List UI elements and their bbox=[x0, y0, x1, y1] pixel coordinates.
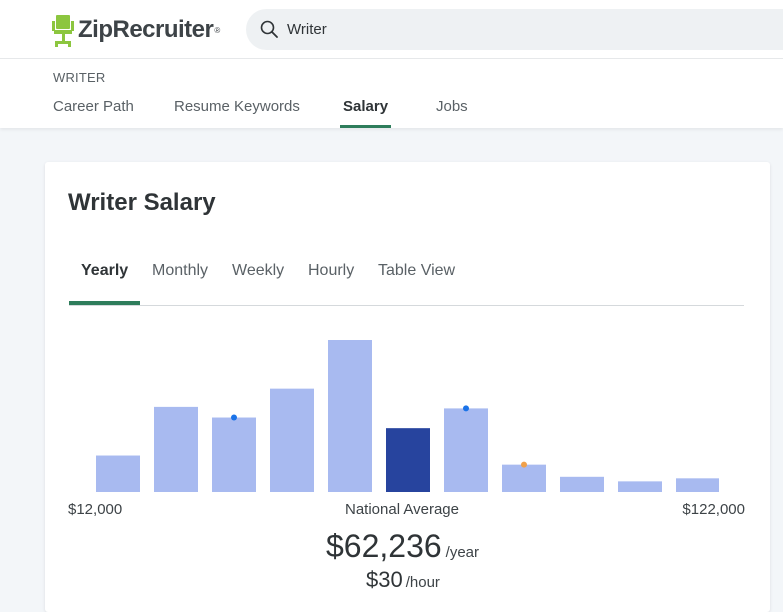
chair-icon bbox=[52, 13, 74, 47]
search-bar[interactable] bbox=[246, 9, 783, 50]
logo-registered-mark: ® bbox=[214, 25, 221, 35]
breadcrumb: WRITER bbox=[53, 70, 106, 85]
bar-marker-dot bbox=[463, 405, 469, 412]
histogram-bar[interactable] bbox=[676, 478, 719, 492]
tab-jobs[interactable]: Jobs bbox=[436, 98, 468, 115]
search-icon[interactable] bbox=[260, 20, 278, 43]
histogram-bar[interactable] bbox=[444, 408, 488, 492]
histogram-bar[interactable] bbox=[96, 455, 140, 492]
active-tab-indicator bbox=[69, 301, 140, 305]
average-hourly-unit: /hour bbox=[405, 574, 440, 591]
tab-weekly[interactable]: Weekly bbox=[232, 262, 285, 279]
histogram-bar[interactable] bbox=[270, 388, 314, 492]
tab-salary[interactable]: Salary bbox=[339, 98, 392, 128]
logo-text: ZipRecruiter bbox=[78, 16, 214, 43]
range-max-label: $122,000 bbox=[682, 501, 745, 518]
top-bar: ZipRecruiter ® bbox=[0, 0, 783, 59]
tab-resume-keywords[interactable]: Resume Keywords bbox=[174, 98, 300, 115]
search-input[interactable] bbox=[287, 18, 687, 40]
histogram-bar[interactable] bbox=[328, 340, 372, 492]
range-min-label: $12,000 bbox=[68, 501, 123, 518]
tab-monthly[interactable]: Monthly bbox=[152, 262, 209, 279]
histogram-bar[interactable] bbox=[560, 476, 604, 492]
card-title: Writer Salary bbox=[68, 189, 216, 216]
salary-card: Writer Salary Yearly Monthly Weekly Hour… bbox=[45, 162, 770, 612]
average-yearly: $62,236/year bbox=[326, 528, 479, 565]
average-yearly-value: $62,236 bbox=[326, 528, 442, 564]
histogram-bar[interactable] bbox=[154, 406, 198, 492]
tab-table-view[interactable]: Table View bbox=[378, 262, 456, 279]
period-tabs: Yearly Monthly Weekly Hourly Table View bbox=[69, 250, 744, 306]
histogram-bar-national-average[interactable] bbox=[386, 428, 430, 492]
bar-marker-dot bbox=[521, 461, 527, 468]
sub-navigation: WRITER Career Path Resume Keywords Salar… bbox=[0, 59, 783, 128]
histogram-bar[interactable] bbox=[212, 417, 256, 492]
average-yearly-unit: /year bbox=[445, 544, 480, 561]
tab-yearly[interactable]: Yearly bbox=[81, 262, 129, 279]
histogram-bar[interactable] bbox=[618, 481, 662, 492]
average-hourly-value: $30 bbox=[366, 567, 403, 592]
bar-marker-dot bbox=[231, 414, 237, 421]
histogram-bar[interactable] bbox=[502, 464, 546, 492]
tab-hourly[interactable]: Hourly bbox=[308, 262, 355, 279]
national-average-label: National Average bbox=[345, 501, 459, 518]
salary-histogram bbox=[96, 340, 719, 492]
ziprecruiter-logo[interactable]: ZipRecruiter ® bbox=[52, 13, 220, 47]
average-hourly: $30/hour bbox=[366, 567, 440, 593]
tab-career-path[interactable]: Career Path bbox=[53, 98, 134, 115]
